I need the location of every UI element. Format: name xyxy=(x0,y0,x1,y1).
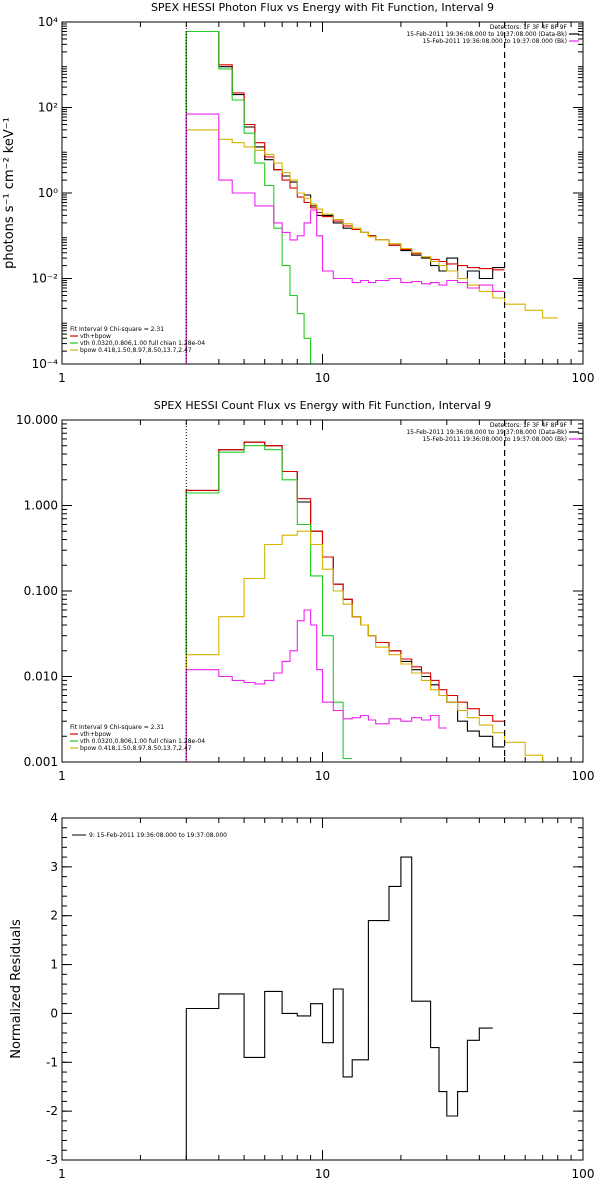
chart-title: SPEX HESSI Photon Flux vs Energy with Fi… xyxy=(151,1,494,14)
x-tick-label: 100 xyxy=(572,769,595,783)
axis-frame xyxy=(61,419,584,763)
axis-frame xyxy=(61,817,584,1161)
x-tick-label: 100 xyxy=(572,1167,595,1181)
plot-area xyxy=(185,856,493,1160)
series-line-2 xyxy=(185,445,353,762)
y-tick-label: 10⁻⁴ xyxy=(32,357,59,371)
legend-entry: 15-Feb-2011 19:36:08.000 to 19:37:08.000… xyxy=(406,429,567,436)
legend-entry: vth 0.0320,0.806,1.00 full chian 1.28e-0… xyxy=(80,738,205,745)
legend-entry: Detectors: 1F 3F 4F 8F 9F xyxy=(490,24,568,31)
x-tick-label: 1 xyxy=(58,769,66,783)
series-line-1 xyxy=(185,441,505,762)
series-line-0 xyxy=(185,856,493,1160)
series-line-0 xyxy=(185,30,505,364)
legend-entry: bpow 0.418,1.50,8.97,8.50,13.7,2.47 xyxy=(80,745,192,752)
legend-entry: vth+bpow xyxy=(80,731,111,738)
y-tick-label: 2 xyxy=(50,909,58,923)
y-tick-label: 10² xyxy=(38,101,58,115)
legend-entry: vth+bpow xyxy=(80,333,111,340)
series-line-3 xyxy=(185,530,558,762)
y-tick-label: -3 xyxy=(46,1153,58,1167)
y-tick-label: 0.001 xyxy=(24,755,58,769)
x-tick-label: 100 xyxy=(572,371,595,385)
y-tick-label: 1 xyxy=(50,958,58,972)
x-tick-label: 1 xyxy=(58,371,66,385)
series-line-1 xyxy=(185,30,505,364)
legend-entry: 9: 15-Feb-2011 19:36:08.000 to 19:37:08.… xyxy=(89,832,227,839)
legend-entry: bpow 0.418,1.50,8.97,8.50,13.7,2.47 xyxy=(80,347,192,354)
y-tick-label: 0 xyxy=(50,1006,58,1020)
legend-entry: 15-Feb-2011 19:36:08.000 to 19:37:08.000… xyxy=(406,31,567,38)
x-tick-label: 10 xyxy=(315,769,330,783)
y-tick-label: -1 xyxy=(46,1055,58,1069)
y-tick-label: 1.000 xyxy=(24,499,58,513)
y-tick-label: 10⁴ xyxy=(38,15,58,29)
chart-title: SPEX HESSI Count Flux vs Energy with Fit… xyxy=(154,399,491,412)
legend-entry: Fit Interval 9 Chi-square = 2.31 xyxy=(70,326,164,333)
y-tick-label: 0.100 xyxy=(24,584,58,598)
photon-flux-panel: SPEX HESSI Photon Flux vs Energy with Fi… xyxy=(2,1,594,385)
legend-entry: Fit Interval 9 Chi-square = 2.31 xyxy=(70,724,164,731)
legend-entry: 15-Feb-2011 19:36:08.000 to 19:37:08.000… xyxy=(423,38,567,45)
y-tick-label: 3 xyxy=(50,860,58,874)
y-tick-label: 4 xyxy=(50,811,58,825)
legend-entry: 15-Feb-2011 19:36:08.000 to 19:37:08.000… xyxy=(423,436,567,443)
residuals-panel: Normalized Residuals 1 10 100 -3 -2 -1 0 1 2 3 4 9: … xyxy=(9,811,594,1181)
y-tick-label: 0.010 xyxy=(24,670,58,684)
y-tick-label: 10.000 xyxy=(16,413,58,427)
series-line-0 xyxy=(185,441,505,762)
x-tick-label: 1 xyxy=(58,1167,66,1181)
axis-frame xyxy=(61,21,584,365)
y-tick-label: 10⁰ xyxy=(38,186,58,200)
y-axis-label: photons s⁻¹ cm⁻² keV⁻¹ xyxy=(2,117,17,269)
plot-area xyxy=(185,441,558,762)
series-line-4 xyxy=(185,609,447,762)
x-tick-label: 10 xyxy=(315,1167,330,1181)
y-tick-label: 10⁻² xyxy=(32,272,59,286)
count-flux-panel: SPEX HESSI Count Flux vs Energy with Fit… xyxy=(16,399,594,783)
series-line-2 xyxy=(185,30,317,364)
legend-entry: vth 0.0320,0.806,1.00 full chian 1.28e-0… xyxy=(80,340,205,347)
y-tick-label: -2 xyxy=(46,1104,58,1118)
y-axis-label: Normalized Residuals xyxy=(9,919,24,1059)
legend-entry: Detectors: 1F 3F 4F 8F 9F xyxy=(490,422,568,429)
plot-area xyxy=(185,30,558,364)
x-tick-label: 10 xyxy=(315,371,330,385)
series-line-3 xyxy=(185,129,558,364)
series-line-4 xyxy=(185,113,505,364)
